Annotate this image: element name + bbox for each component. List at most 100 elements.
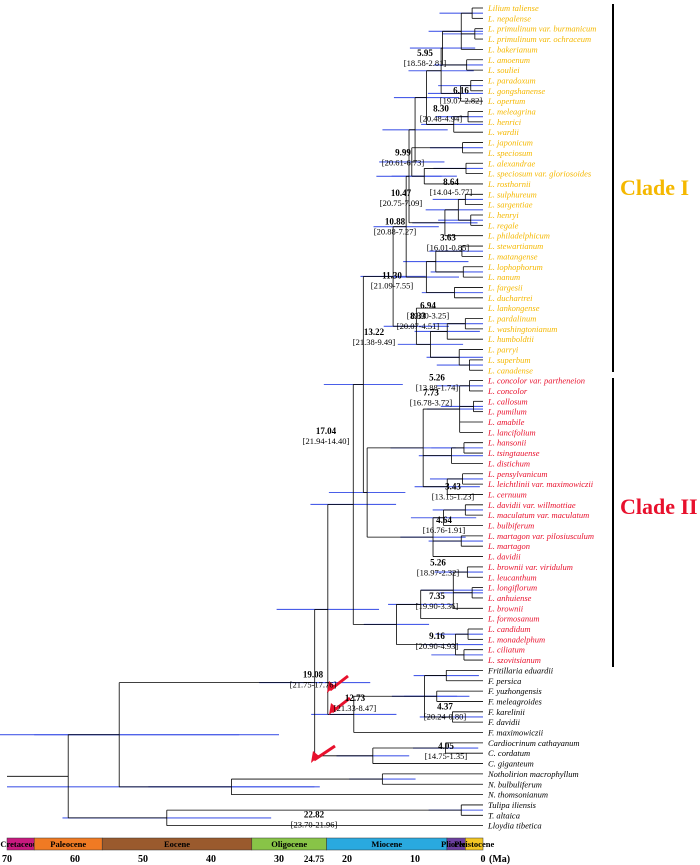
axis-tick-label: 60: [70, 854, 80, 865]
tip-label: L. concolor var. partheneion: [487, 376, 585, 386]
tip-label: L. nepalense: [487, 13, 531, 23]
tip-label: F. davidii: [487, 717, 521, 727]
tip-label: L. lankongense: [487, 303, 540, 313]
node-ci: [18.58-2.81]: [404, 58, 447, 68]
tip-label: L. regale: [487, 220, 519, 230]
red-arrow-head: [327, 681, 335, 693]
tip-label: L. bulbiferum: [487, 521, 534, 531]
node-age: 12.73: [345, 693, 366, 703]
node-age: 7.35: [429, 591, 445, 601]
axis-tick-label: 20: [342, 854, 352, 865]
tip-label: L. primulinum var. burmanicum: [487, 24, 596, 34]
node-ci: [20.24-0.80]: [424, 712, 467, 722]
node-ci: [20.48-4.94]: [420, 113, 463, 123]
node-ci: [19.90-3.36]: [416, 601, 459, 611]
node-ci: [14.04-5.77]: [430, 187, 473, 197]
tip-label: L. ciliatum: [487, 645, 525, 655]
tip-label: Lloydia tibetica: [487, 821, 542, 831]
tip-label: F. meleagroides: [487, 696, 543, 706]
tip-label: F. yuzhongensis: [487, 686, 542, 696]
axis-tick-label: 70: [2, 854, 12, 865]
clade-i-label: Clade I: [620, 175, 690, 200]
red-arrow-head: [329, 703, 337, 715]
node-ci: [21.33-8.47]: [334, 703, 377, 713]
node-age: 4.05: [438, 741, 454, 751]
tip-label: L. monadelphum: [487, 634, 545, 644]
tip-label: L. leucanthum: [487, 572, 537, 582]
tip-label: L. paradoxum: [487, 75, 536, 85]
node-ci: [13.15-1.23]: [432, 491, 475, 501]
tip-label: L. tsingtauense: [487, 448, 540, 458]
tip-label: Notholirion macrophyllum: [487, 769, 579, 779]
node-ci: [21.94-14.40]: [303, 436, 350, 446]
tip-label: F. maximowiczii: [487, 728, 544, 738]
tip-label: L. matangense: [487, 251, 538, 261]
red-arrow: [313, 744, 336, 762]
clade-ii-label: Clade II: [620, 494, 698, 519]
node-age: 6.94: [420, 300, 436, 310]
tip-label: L. washingtonianum: [487, 324, 557, 334]
tip-label: L. philadelphicum: [487, 231, 550, 241]
tip-label: Fritillaria eduardii: [487, 665, 554, 675]
tip-label: L. canadense: [487, 365, 533, 375]
node-ci: [25.93-22.48]: [291, 864, 338, 865]
node-ci: [20.07-4.51]: [397, 321, 440, 331]
period-block: [465, 837, 484, 851]
tip-label: Cardiocrinum cathayanum: [488, 738, 580, 748]
tip-label: L. brownii: [487, 603, 524, 613]
tip-label: L. speciosum var. gloriosoides: [487, 169, 592, 179]
tip-label: C. cordatum: [488, 748, 530, 758]
tip-label: L. henrici: [487, 117, 522, 127]
node-age: 3.63: [440, 232, 456, 242]
node-ci: [13.88-1.74]: [416, 382, 459, 392]
node-age: 13.22: [364, 327, 385, 337]
period-label: Eocene: [164, 839, 190, 849]
tip-label: L. duchartrei: [487, 293, 533, 303]
tip-label: L. superbum: [487, 355, 531, 365]
tip-label: L. longiflorum: [487, 583, 537, 593]
tip-label: L. szovitsianum: [487, 655, 541, 665]
tip-label: L. alexandrae: [487, 158, 535, 168]
tip-label: L. parryi: [487, 345, 519, 355]
axis-tick-label: 40: [206, 854, 216, 865]
node-age: 9.99: [395, 147, 411, 157]
tip-label: L. pardalinum: [487, 314, 536, 324]
tip-label: N. thomsonianum: [487, 790, 548, 800]
node-ci: [21.38-9.49]: [353, 337, 396, 347]
tip-label: L. callosum: [487, 396, 528, 406]
tip-label: L. lancifolium: [487, 427, 536, 437]
node-age: 10.88: [385, 216, 406, 226]
tip-label: C. giganteum: [488, 759, 534, 769]
tip-label: L. primulinum var. ochraceum: [487, 34, 591, 44]
tip-label: L. bakerianum: [487, 44, 538, 54]
node-age: 24.75: [304, 854, 325, 864]
axis-tick-label: 50: [138, 854, 148, 865]
node-ci: [16.78-3.72]: [410, 398, 453, 408]
tip-label: L. davidii: [487, 552, 521, 562]
node-age: 19.08: [303, 670, 324, 680]
tip-label: Tulipa iliensis: [488, 800, 537, 810]
tip-label: L. humboldtii: [487, 334, 534, 344]
node-ci: [14.75-1.35]: [425, 751, 468, 761]
node-age: 17.04: [316, 426, 337, 436]
tree-branches: [7, 7, 483, 827]
node-age: 8.33: [410, 311, 426, 321]
period-label: Miocene: [371, 839, 402, 849]
tip-label: L. anhuiense: [487, 593, 532, 603]
node-age: 9.16: [429, 631, 445, 641]
tip-label: L. cernuum: [487, 489, 527, 499]
tip-label: L. brownii var. viridulum: [487, 562, 573, 572]
node-age: 7.73: [423, 388, 439, 398]
tip-label: L. sargentiae: [487, 200, 533, 210]
node-ci: [20.75-7.09]: [380, 198, 423, 208]
tip-label: L. opertum: [487, 96, 525, 106]
tip-label: L. souliei: [487, 65, 520, 75]
node-age: 10.47: [391, 188, 412, 198]
geologic-timescale: Cretaceous Paleocene Eocene Oligocene Miocen…: [0, 837, 494, 851]
tip-label: L. amoenum: [487, 55, 530, 65]
node-age: 6.16: [453, 86, 469, 96]
axis-tick-label: 30: [274, 854, 284, 865]
tip-label: L. henryi: [487, 210, 519, 220]
tip-label: L. rosthornii: [487, 179, 531, 189]
